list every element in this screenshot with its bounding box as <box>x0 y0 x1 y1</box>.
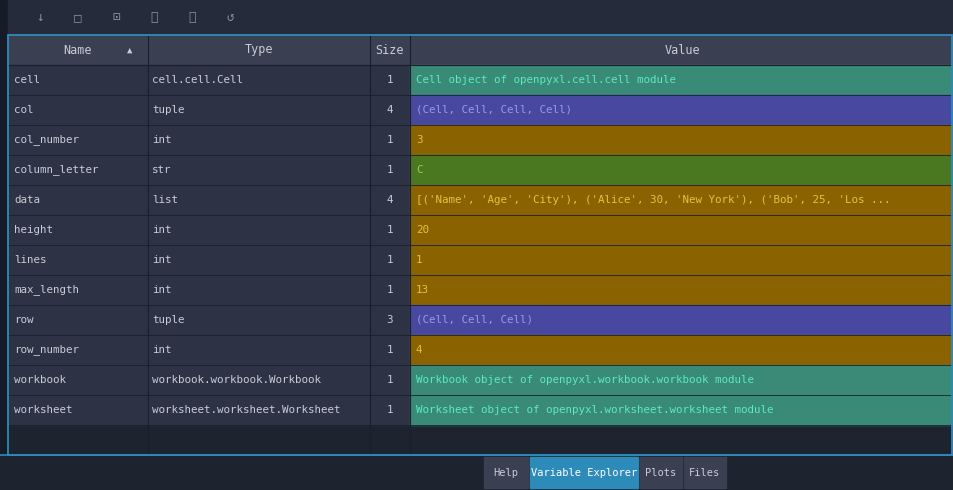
Text: [('Name', 'Age', 'City'), ('Alice', 30, 'New York'), ('Bob', 25, 'Los ...: [('Name', 'Age', 'City'), ('Alice', 30, … <box>416 195 889 205</box>
Bar <box>8 245 410 275</box>
Text: int: int <box>152 135 172 145</box>
Bar <box>410 185 951 215</box>
Text: ⊡: ⊡ <box>112 11 120 24</box>
Bar <box>0 455 953 490</box>
Text: tuple: tuple <box>152 315 184 325</box>
Bar <box>410 95 951 125</box>
Bar <box>8 35 951 455</box>
Text: int: int <box>152 345 172 355</box>
Text: 1: 1 <box>416 255 422 265</box>
Bar <box>483 457 527 488</box>
Bar <box>8 125 410 155</box>
Text: cell: cell <box>14 75 40 85</box>
Text: Help: Help <box>493 467 518 477</box>
Bar <box>8 95 410 125</box>
Text: Type: Type <box>245 44 273 56</box>
Text: data: data <box>14 195 40 205</box>
Text: 1: 1 <box>386 285 393 295</box>
Text: Plots: Plots <box>644 467 676 477</box>
Text: 1: 1 <box>386 165 393 175</box>
Text: C: C <box>416 165 422 175</box>
Text: int: int <box>152 225 172 235</box>
Text: 4: 4 <box>386 105 393 115</box>
Text: Files: Files <box>689 467 720 477</box>
Text: Worksheet object of openpyxl.worksheet.worksheet module: Worksheet object of openpyxl.worksheet.w… <box>416 405 773 415</box>
Text: 1: 1 <box>386 75 393 85</box>
Bar <box>8 65 410 95</box>
Text: 13: 13 <box>416 285 429 295</box>
Bar <box>410 365 951 395</box>
Text: □: □ <box>74 11 82 24</box>
Text: Cell object of openpyxl.cell.cell module: Cell object of openpyxl.cell.cell module <box>416 75 676 85</box>
Text: 1: 1 <box>386 405 393 415</box>
Text: cell.cell.Cell: cell.cell.Cell <box>152 75 243 85</box>
Bar <box>8 335 410 365</box>
Text: 4: 4 <box>416 345 422 355</box>
Text: tuple: tuple <box>152 105 184 115</box>
Text: 1: 1 <box>386 375 393 385</box>
Text: Size: Size <box>375 44 404 56</box>
Text: (Cell, Cell, Cell): (Cell, Cell, Cell) <box>416 315 533 325</box>
Bar <box>8 185 410 215</box>
Text: 20: 20 <box>416 225 429 235</box>
Bar <box>410 335 951 365</box>
Bar <box>410 395 951 425</box>
Bar <box>530 457 638 488</box>
Bar <box>410 305 951 335</box>
Text: int: int <box>152 255 172 265</box>
Text: 4: 4 <box>386 195 393 205</box>
Text: column_letter: column_letter <box>14 165 98 175</box>
Text: ↓: ↓ <box>36 11 44 24</box>
Bar <box>0 0 8 490</box>
Text: lines: lines <box>14 255 47 265</box>
Text: ↺: ↺ <box>226 11 233 24</box>
Bar <box>410 275 951 305</box>
Text: list: list <box>152 195 178 205</box>
Bar <box>8 0 953 35</box>
Text: 3: 3 <box>416 135 422 145</box>
Text: worksheet.worksheet.Worksheet: worksheet.worksheet.Worksheet <box>152 405 340 415</box>
Bar <box>410 245 951 275</box>
Text: row: row <box>14 315 33 325</box>
Text: Variable Explorer: Variable Explorer <box>530 467 637 477</box>
Text: Name: Name <box>64 44 92 56</box>
Bar <box>8 155 410 185</box>
Text: height: height <box>14 225 53 235</box>
Text: workbook: workbook <box>14 375 66 385</box>
Text: col_number: col_number <box>14 135 79 146</box>
Text: col: col <box>14 105 33 115</box>
Text: row_number: row_number <box>14 344 79 355</box>
Bar <box>410 65 951 95</box>
Text: Workbook object of openpyxl.workbook.workbook module: Workbook object of openpyxl.workbook.wor… <box>416 375 753 385</box>
Bar <box>410 125 951 155</box>
Text: max_length: max_length <box>14 285 79 295</box>
Text: (Cell, Cell, Cell, Cell): (Cell, Cell, Cell, Cell) <box>416 105 572 115</box>
Bar <box>683 457 725 488</box>
Bar <box>8 395 410 425</box>
Bar <box>8 215 410 245</box>
Text: 1: 1 <box>386 225 393 235</box>
Text: 3: 3 <box>386 315 393 325</box>
Text: Value: Value <box>663 44 700 56</box>
Text: 1: 1 <box>386 135 393 145</box>
Bar <box>8 275 410 305</box>
Text: workbook.workbook.Workbook: workbook.workbook.Workbook <box>152 375 320 385</box>
Text: 1: 1 <box>386 345 393 355</box>
Bar <box>410 215 951 245</box>
Text: ▲: ▲ <box>127 46 132 54</box>
Text: 1: 1 <box>386 255 393 265</box>
Bar <box>8 35 951 65</box>
Bar <box>639 457 681 488</box>
Bar <box>410 155 951 185</box>
Text: worksheet: worksheet <box>14 405 72 415</box>
Bar <box>8 365 410 395</box>
Text: str: str <box>152 165 172 175</box>
Bar <box>530 457 638 488</box>
Text: ⬛: ⬛ <box>150 11 157 24</box>
Text: ⵁ: ⵁ <box>188 11 195 24</box>
Bar <box>8 305 410 335</box>
Text: int: int <box>152 285 172 295</box>
